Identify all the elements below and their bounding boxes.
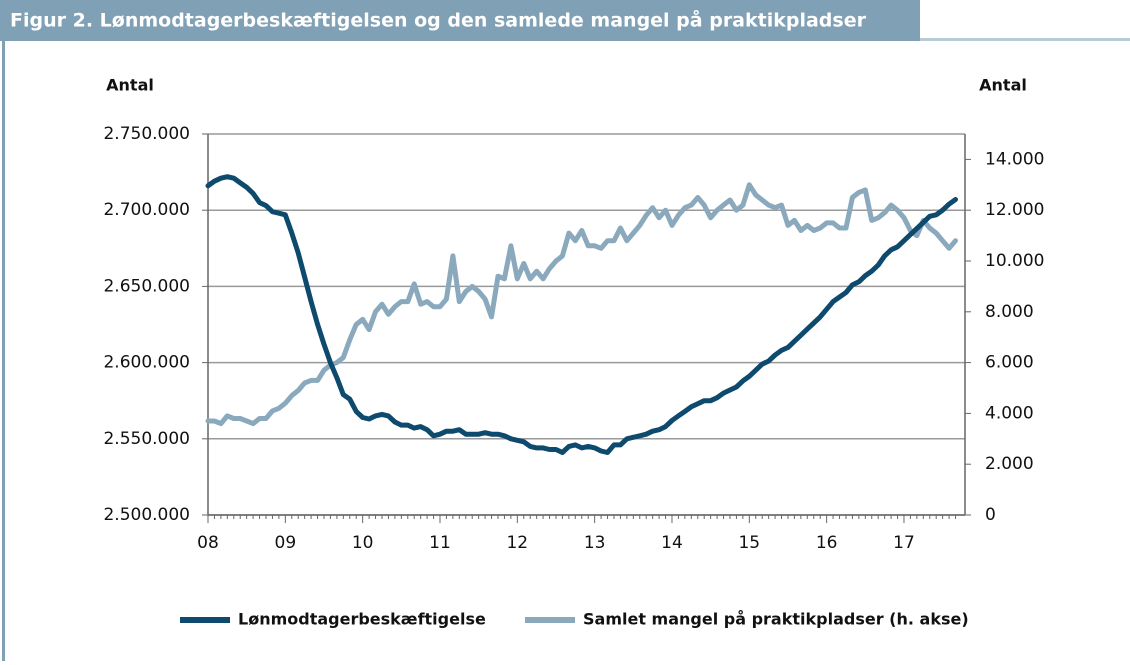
x-tick-label: 16 bbox=[816, 533, 838, 553]
x-tick-label: 15 bbox=[738, 533, 760, 553]
y-tick-label: 2.700.000 bbox=[103, 200, 190, 220]
y2-tick-label: 6.000 bbox=[985, 353, 1034, 373]
y2-axis-label: Antal bbox=[979, 76, 1027, 95]
legend-label: Samlet mangel på praktikpladser (h. akse… bbox=[583, 610, 969, 629]
title-bar bbox=[0, 0, 920, 41]
y2-tick-label: 4.000 bbox=[985, 403, 1034, 423]
x-tick-label: 14 bbox=[661, 533, 683, 553]
y2-tick-label: 12.000 bbox=[985, 200, 1044, 220]
y-tick-label: 2.550.000 bbox=[103, 429, 190, 449]
x-tick-label: 17 bbox=[893, 533, 915, 553]
chart-title: Figur 2. Lønmodtagerbeskæftigelsen og de… bbox=[10, 8, 867, 32]
x-tick-label: 08 bbox=[197, 533, 219, 553]
x-tick-label: 12 bbox=[506, 533, 528, 553]
y2-tick-label: 10.000 bbox=[985, 251, 1044, 271]
x-tick-label: 13 bbox=[584, 533, 606, 553]
y-axis-label: Antal bbox=[106, 76, 154, 95]
y-tick-label: 2.600.000 bbox=[103, 353, 190, 373]
y-tick-label: 2.750.000 bbox=[103, 124, 190, 144]
y2-tick-label: 8.000 bbox=[985, 302, 1034, 322]
frame-left bbox=[2, 41, 5, 661]
x-tick-label: 11 bbox=[429, 533, 451, 553]
y-tick-label: 2.650.000 bbox=[103, 276, 190, 296]
y-tick-label: 2.500.000 bbox=[103, 505, 190, 525]
legend-label: Lønmodtagerbeskæftigelse bbox=[238, 610, 486, 629]
y2-tick-label: 14.000 bbox=[985, 149, 1044, 169]
y2-tick-label: 0 bbox=[985, 505, 996, 525]
x-tick-label: 09 bbox=[275, 533, 297, 553]
y2-tick-label: 2.000 bbox=[985, 454, 1034, 474]
series-line bbox=[205, 174, 958, 455]
x-tick-label: 10 bbox=[352, 533, 374, 553]
